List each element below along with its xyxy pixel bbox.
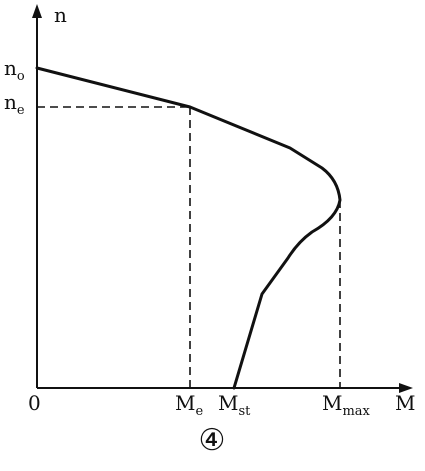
mmax-tick-label: Mmax (322, 391, 371, 419)
x-axis-label: M (395, 391, 415, 415)
figure-number: ④ (199, 423, 226, 458)
n0-tick-label: no (4, 56, 25, 84)
ne-tick-label: ne (4, 90, 25, 118)
origin-label: 0 (28, 391, 41, 415)
guide-lines (37, 106, 341, 388)
me-tick-label: Me (175, 391, 203, 419)
y-axis-label: n (54, 3, 67, 27)
mst-tick-label: Mst (218, 391, 251, 419)
y-axis-arrowhead (32, 4, 42, 18)
axis-arrowheads (32, 4, 413, 393)
x-axis-arrowhead (399, 383, 413, 393)
speed-torque-curve (35, 66, 342, 390)
axes (36, 14, 404, 389)
